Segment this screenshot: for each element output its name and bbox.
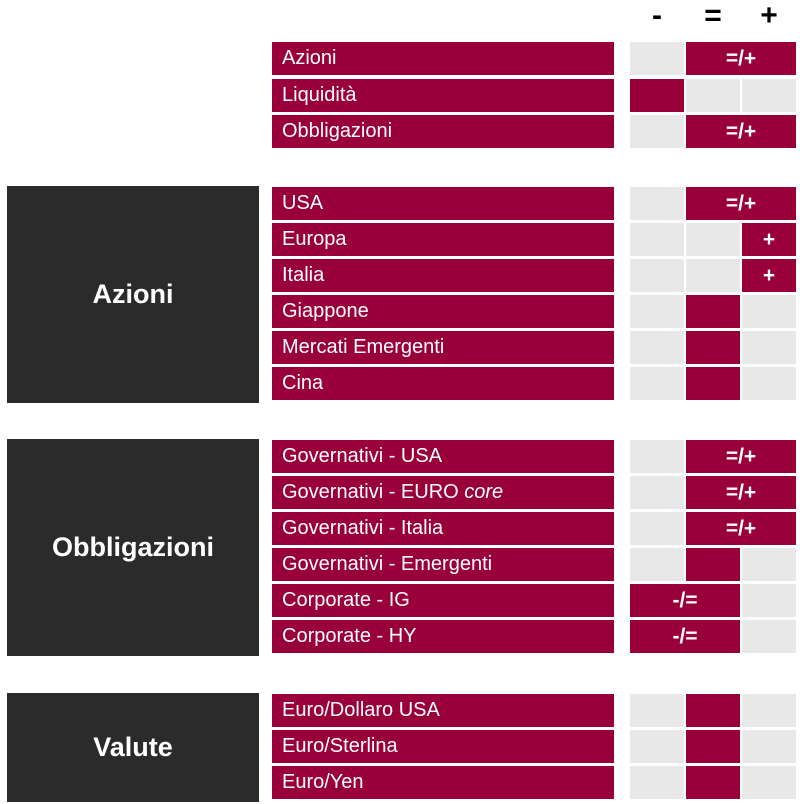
table-row: Euro/Yen — [0, 766, 800, 799]
header-plus: + — [760, 0, 778, 32]
rating-mark — [686, 367, 740, 400]
header-minus: - — [652, 0, 662, 32]
table-row: Mercati Emergenti — [0, 331, 800, 364]
rating-mark: =/+ — [686, 42, 796, 75]
rating-mark: + — [742, 259, 796, 292]
rating-mark: -/= — [630, 584, 740, 617]
row-label: Liquidità — [272, 79, 614, 112]
rating-mark — [630, 79, 684, 112]
row-label: USA — [272, 187, 614, 220]
rating-mark: =/+ — [686, 476, 796, 509]
table-row: Governativi - USA =/+ — [0, 440, 800, 473]
row-label: Euro/Sterlina — [272, 730, 614, 763]
rating-mark: + — [742, 223, 796, 256]
rating-mark — [686, 331, 740, 364]
row-label: Italia — [272, 259, 614, 292]
row-label: Giappone — [272, 295, 614, 328]
table-row: Governativi - Italia =/+ — [0, 512, 800, 545]
row-label: Governativi - Emergenti — [272, 548, 614, 581]
category-azioni: Azioni — [7, 186, 259, 403]
category-obbligazioni: Obbligazioni — [7, 439, 259, 656]
row-label: Cina — [272, 367, 614, 400]
rating-mark: =/+ — [686, 512, 796, 545]
table-row: Italia + — [0, 259, 800, 292]
row-label: Mercati Emergenti — [272, 331, 614, 364]
row-label: Corporate - IG — [272, 584, 614, 617]
table-row: Euro/Dollaro USA — [0, 694, 800, 727]
table-row: Obbligazioni =/+ — [0, 115, 800, 148]
rating-mark — [686, 694, 740, 727]
table-row: Liquidità — [0, 79, 800, 112]
table-row: Corporate - IG -/= — [0, 584, 800, 617]
category-valute: Valute — [7, 693, 259, 802]
rating-mark — [686, 295, 740, 328]
header-equal: = — [704, 0, 722, 32]
row-label: Europa — [272, 223, 614, 256]
rating-mark: =/+ — [686, 440, 796, 473]
row-label: Governativi - Italia — [272, 512, 614, 545]
table-row: USA =/+ — [0, 187, 800, 220]
row-label: Obbligazioni — [272, 115, 614, 148]
row-label: Euro/Yen — [272, 766, 614, 799]
rating-mark — [686, 730, 740, 763]
table-row: Euro/Sterlina — [0, 730, 800, 763]
rating-mark: =/+ — [686, 187, 796, 220]
row-label: Euro/Dollaro USA — [272, 694, 614, 727]
table-row: Giappone — [0, 295, 800, 328]
row-label: Corporate - HY — [272, 620, 614, 653]
table-row: Governativi - EURO core =/+ — [0, 476, 800, 509]
table-row: Europa + — [0, 223, 800, 256]
row-label: Azioni — [272, 42, 614, 75]
table-row: Cina — [0, 367, 800, 400]
rating-mark — [686, 548, 740, 581]
rating-mark: =/+ — [686, 115, 796, 148]
row-label: Governativi - EURO core — [272, 476, 614, 509]
table-row: Governativi - Emergenti — [0, 548, 800, 581]
table-row: Azioni =/+ — [0, 42, 800, 75]
table-row: Corporate - HY -/= — [0, 620, 800, 653]
row-label: Governativi - USA — [272, 440, 614, 473]
rating-mark — [686, 766, 740, 799]
rating-mark: -/= — [630, 620, 740, 653]
